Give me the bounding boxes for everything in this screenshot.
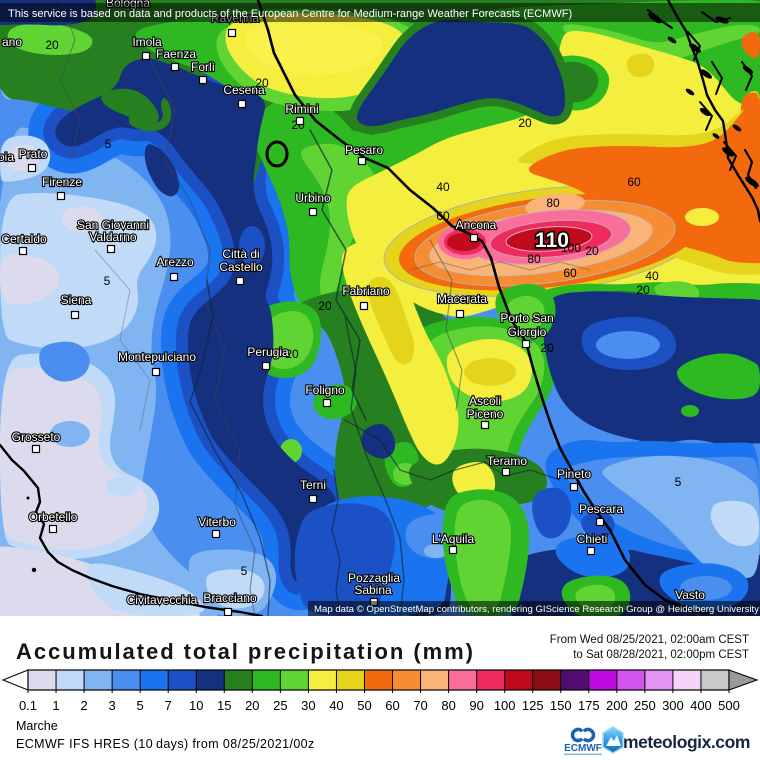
svg-text:Pesaro: Pesaro [345,143,383,157]
svg-text:40: 40 [329,698,343,713]
svg-text:Map data © OpenStreetMap contr: Map data © OpenStreetMap contributors, r… [314,604,759,615]
svg-text:Sabina: Sabina [354,583,392,597]
svg-text:ano: ano [2,35,22,49]
svg-text:Pozzaglia: Pozzaglia [348,571,400,585]
svg-text:20: 20 [285,347,299,361]
svg-text:20: 20 [518,116,532,130]
svg-text:San Giovanni: San Giovanni [77,218,149,232]
svg-text:20: 20 [540,341,554,355]
svg-text:400: 400 [690,698,712,713]
svg-text:Imola: Imola [132,35,162,49]
svg-text:Certaldo: Certaldo [1,232,47,246]
svg-text:Montepulciano: Montepulciano [118,350,196,364]
svg-text:60: 60 [436,209,450,223]
svg-text:20: 20 [636,283,650,297]
svg-text:175: 175 [578,698,600,713]
svg-text:Piceno: Piceno [467,407,504,421]
svg-text:50: 50 [357,698,371,713]
svg-text:0.1: 0.1 [19,698,37,713]
svg-text:1: 1 [52,698,59,713]
svg-text:Arezzo: Arezzo [156,255,194,269]
svg-text:Città di: Città di [222,247,259,261]
svg-text:Prato: Prato [19,147,48,161]
svg-text:Teramo: Teramo [487,454,527,468]
svg-text:25: 25 [273,698,287,713]
svg-text:250: 250 [634,698,656,713]
svg-text:Pineto: Pineto [557,467,591,481]
svg-text:500: 500 [718,698,740,713]
svg-text:Pescara: Pescara [579,502,623,516]
svg-text:L'Aquila: L'Aquila [432,532,475,546]
svg-text:ECMWF: ECMWF [564,743,602,754]
svg-text:Terni: Terni [300,478,326,492]
svg-text:Bracciano: Bracciano [203,591,257,605]
svg-text:Firenze: Firenze [42,175,82,189]
svg-text:Macerata: Macerata [437,292,487,306]
svg-text:20: 20 [245,698,259,713]
svg-text:20: 20 [585,244,599,258]
svg-text:300: 300 [662,698,684,713]
svg-text:10: 10 [189,698,203,713]
svg-text:80: 80 [441,698,455,713]
svg-text:Foligno: Foligno [305,383,345,397]
svg-text:Civitavecchia: Civitavecchia [127,593,198,607]
svg-text:40: 40 [436,180,450,194]
svg-text:Siena: Siena [61,293,92,307]
svg-text:200: 200 [606,698,628,713]
svg-text:Orbetello: Orbetello [29,510,78,524]
svg-text:Viterbo: Viterbo [198,515,236,529]
svg-text:5: 5 [241,564,248,578]
svg-text:30: 30 [301,698,315,713]
svg-text:80: 80 [546,196,560,210]
svg-text:100: 100 [561,241,581,255]
svg-text:150: 150 [550,698,572,713]
svg-text:Vasto: Vasto [675,588,705,602]
svg-text:15: 15 [217,698,231,713]
svg-text:Forlì: Forlì [191,60,215,74]
svg-text:20: 20 [45,38,59,52]
svg-text:20: 20 [318,299,332,313]
svg-text:Faenza: Faenza [156,47,196,61]
svg-text:20: 20 [255,76,269,90]
svg-text:125: 125 [522,698,544,713]
svg-text:Valdarno: Valdarno [89,230,136,244]
svg-text:60: 60 [385,698,399,713]
svg-text:Ancona: Ancona [456,218,497,232]
svg-text:5: 5 [105,137,112,151]
svg-text:40: 40 [645,269,659,283]
svg-text:2: 2 [80,698,87,713]
svg-text:Porto San: Porto San [500,311,553,325]
svg-text:Cesena: Cesena [223,83,265,97]
svg-text:This service is based on data: This service is based on data and produc… [8,8,572,20]
svg-text:Rimini: Rimini [285,102,318,116]
svg-text:5: 5 [137,698,144,713]
svg-text:100: 100 [494,698,516,713]
svg-text:Castello: Castello [219,260,263,274]
svg-text:Perugia: Perugia [247,345,289,359]
svg-text:60: 60 [563,266,577,280]
svg-text:oia: oia [0,150,14,164]
svg-text:Grosseto: Grosseto [12,430,61,444]
svg-text:60: 60 [627,175,641,189]
svg-text:Fabriano: Fabriano [342,284,390,298]
svg-text:Chieti: Chieti [577,532,608,546]
svg-text:3: 3 [109,698,116,713]
svg-text:Urbino: Urbino [295,191,331,205]
svg-text:80: 80 [527,252,541,266]
svg-text:meteologix.com: meteologix.com [623,732,750,752]
svg-text:Ascoli: Ascoli [469,394,501,408]
svg-text:110: 110 [535,229,569,252]
svg-text:5: 5 [104,274,111,288]
svg-text:5: 5 [675,475,682,489]
svg-text:Giorgio: Giorgio [508,325,547,339]
svg-text:90: 90 [469,698,483,713]
svg-text:70: 70 [413,698,427,713]
svg-text:7: 7 [165,698,172,713]
